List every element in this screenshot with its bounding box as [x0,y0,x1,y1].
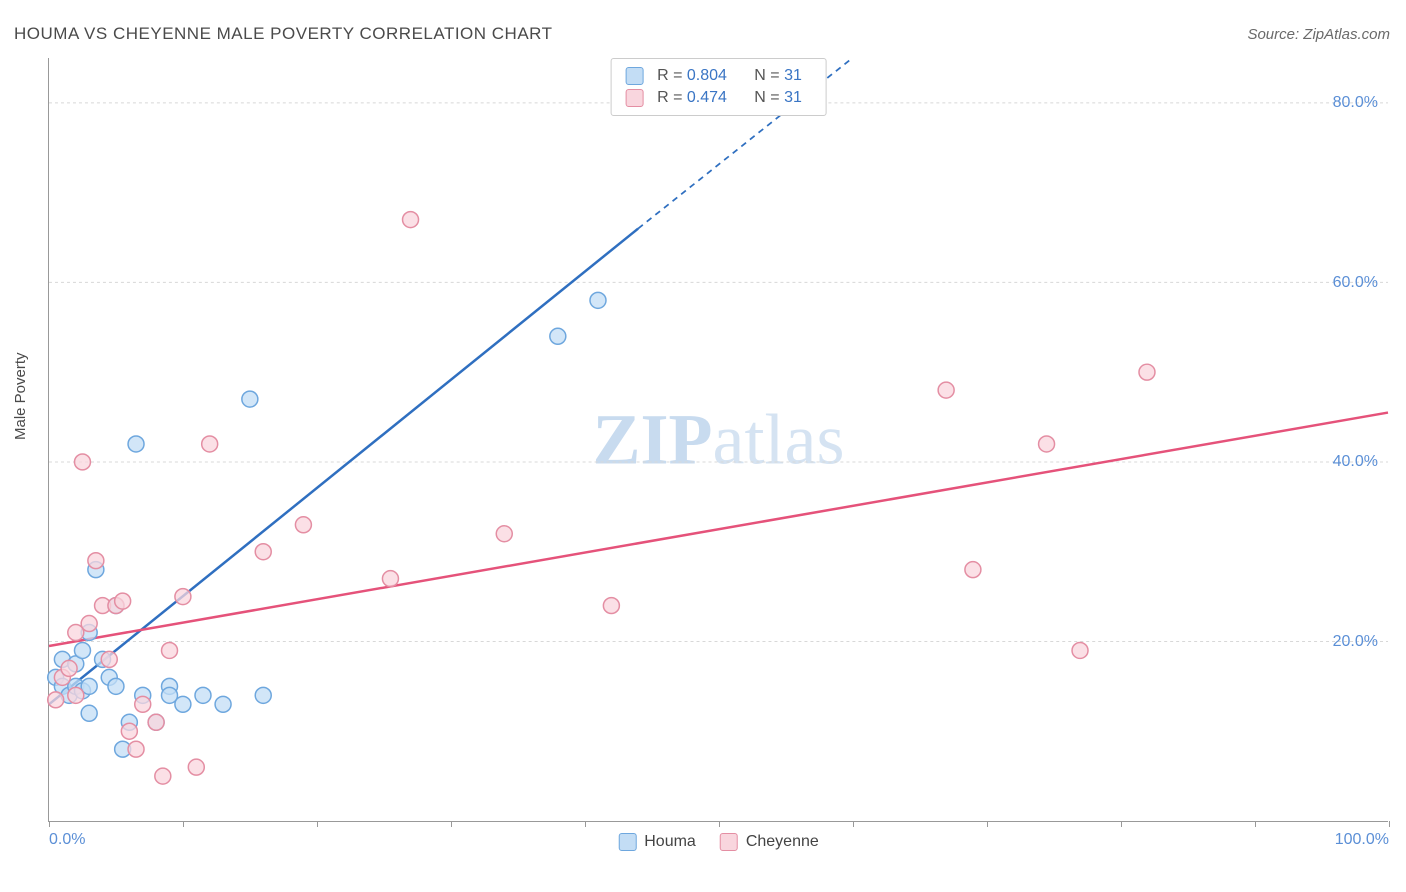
data-point [255,687,271,703]
x-tick [1121,821,1122,827]
plot-svg [49,58,1388,821]
data-point [175,589,191,605]
legend-swatch [720,833,738,851]
regression-line [49,413,1388,646]
legend-swatch [625,67,643,85]
data-point [295,517,311,533]
y-axis-label: Male Poverty [12,352,29,440]
data-point [195,687,211,703]
x-tick [585,821,586,827]
data-point [48,692,64,708]
data-point [155,768,171,784]
data-point [162,642,178,658]
data-point [255,544,271,560]
legend-item: Houma [618,833,696,851]
data-point [188,759,204,775]
x-tick [317,821,318,827]
data-point [74,454,90,470]
x-tick-label: 0.0% [49,831,85,849]
data-point [938,382,954,398]
data-point [965,562,981,578]
data-point [101,651,117,667]
data-point [81,705,97,721]
data-point [1039,436,1055,452]
legend-item: Cheyenne [720,833,819,851]
x-tick [183,821,184,827]
source-label: Source: ZipAtlas.com [1247,26,1390,43]
data-point [382,571,398,587]
x-tick [451,821,452,827]
data-point [590,292,606,308]
x-tick [1255,821,1256,827]
data-point [202,436,218,452]
y-tick-label: 20.0% [1333,633,1378,651]
data-point [108,678,124,694]
data-point [88,553,104,569]
data-point [496,526,512,542]
x-tick [719,821,720,827]
data-point [1072,642,1088,658]
x-tick [1389,821,1390,827]
legend-row: R = 0.474 N = 31 [625,87,812,109]
data-point [603,598,619,614]
data-point [550,328,566,344]
chart-title: HOUMA VS CHEYENNE MALE POVERTY CORRELATI… [14,24,553,44]
x-tick-label: 100.0% [1335,831,1389,849]
legend-label: Houma [644,833,696,851]
data-point [403,212,419,228]
x-tick [49,821,50,827]
legend-swatch [618,833,636,851]
data-point [74,642,90,658]
legend-label: Cheyenne [746,833,819,851]
data-point [148,714,164,730]
chart-container: HOUMA VS CHEYENNE MALE POVERTY CORRELATI… [0,0,1406,892]
data-point [242,391,258,407]
data-point [61,660,77,676]
legend-row: R = 0.804 N = 31 [625,65,812,87]
data-point [81,616,97,632]
plot-area: ZIPatlas R = 0.804 N = 31R = 0.474 N = 3… [48,58,1388,822]
data-point [68,687,84,703]
x-tick [987,821,988,827]
data-point [215,696,231,712]
legend-swatch [625,89,643,107]
series-legend: Houma Cheyenne [618,833,819,851]
data-point [115,593,131,609]
data-point [128,436,144,452]
y-tick-label: 40.0% [1333,453,1378,471]
data-point [1139,364,1155,380]
correlation-legend: R = 0.804 N = 31R = 0.474 N = 31 [610,58,827,116]
data-point [121,723,137,739]
regression-line [49,229,638,705]
data-point [135,696,151,712]
y-tick-label: 60.0% [1333,274,1378,292]
data-point [175,696,191,712]
y-tick-label: 80.0% [1333,94,1378,112]
data-point [128,741,144,757]
x-tick [853,821,854,827]
